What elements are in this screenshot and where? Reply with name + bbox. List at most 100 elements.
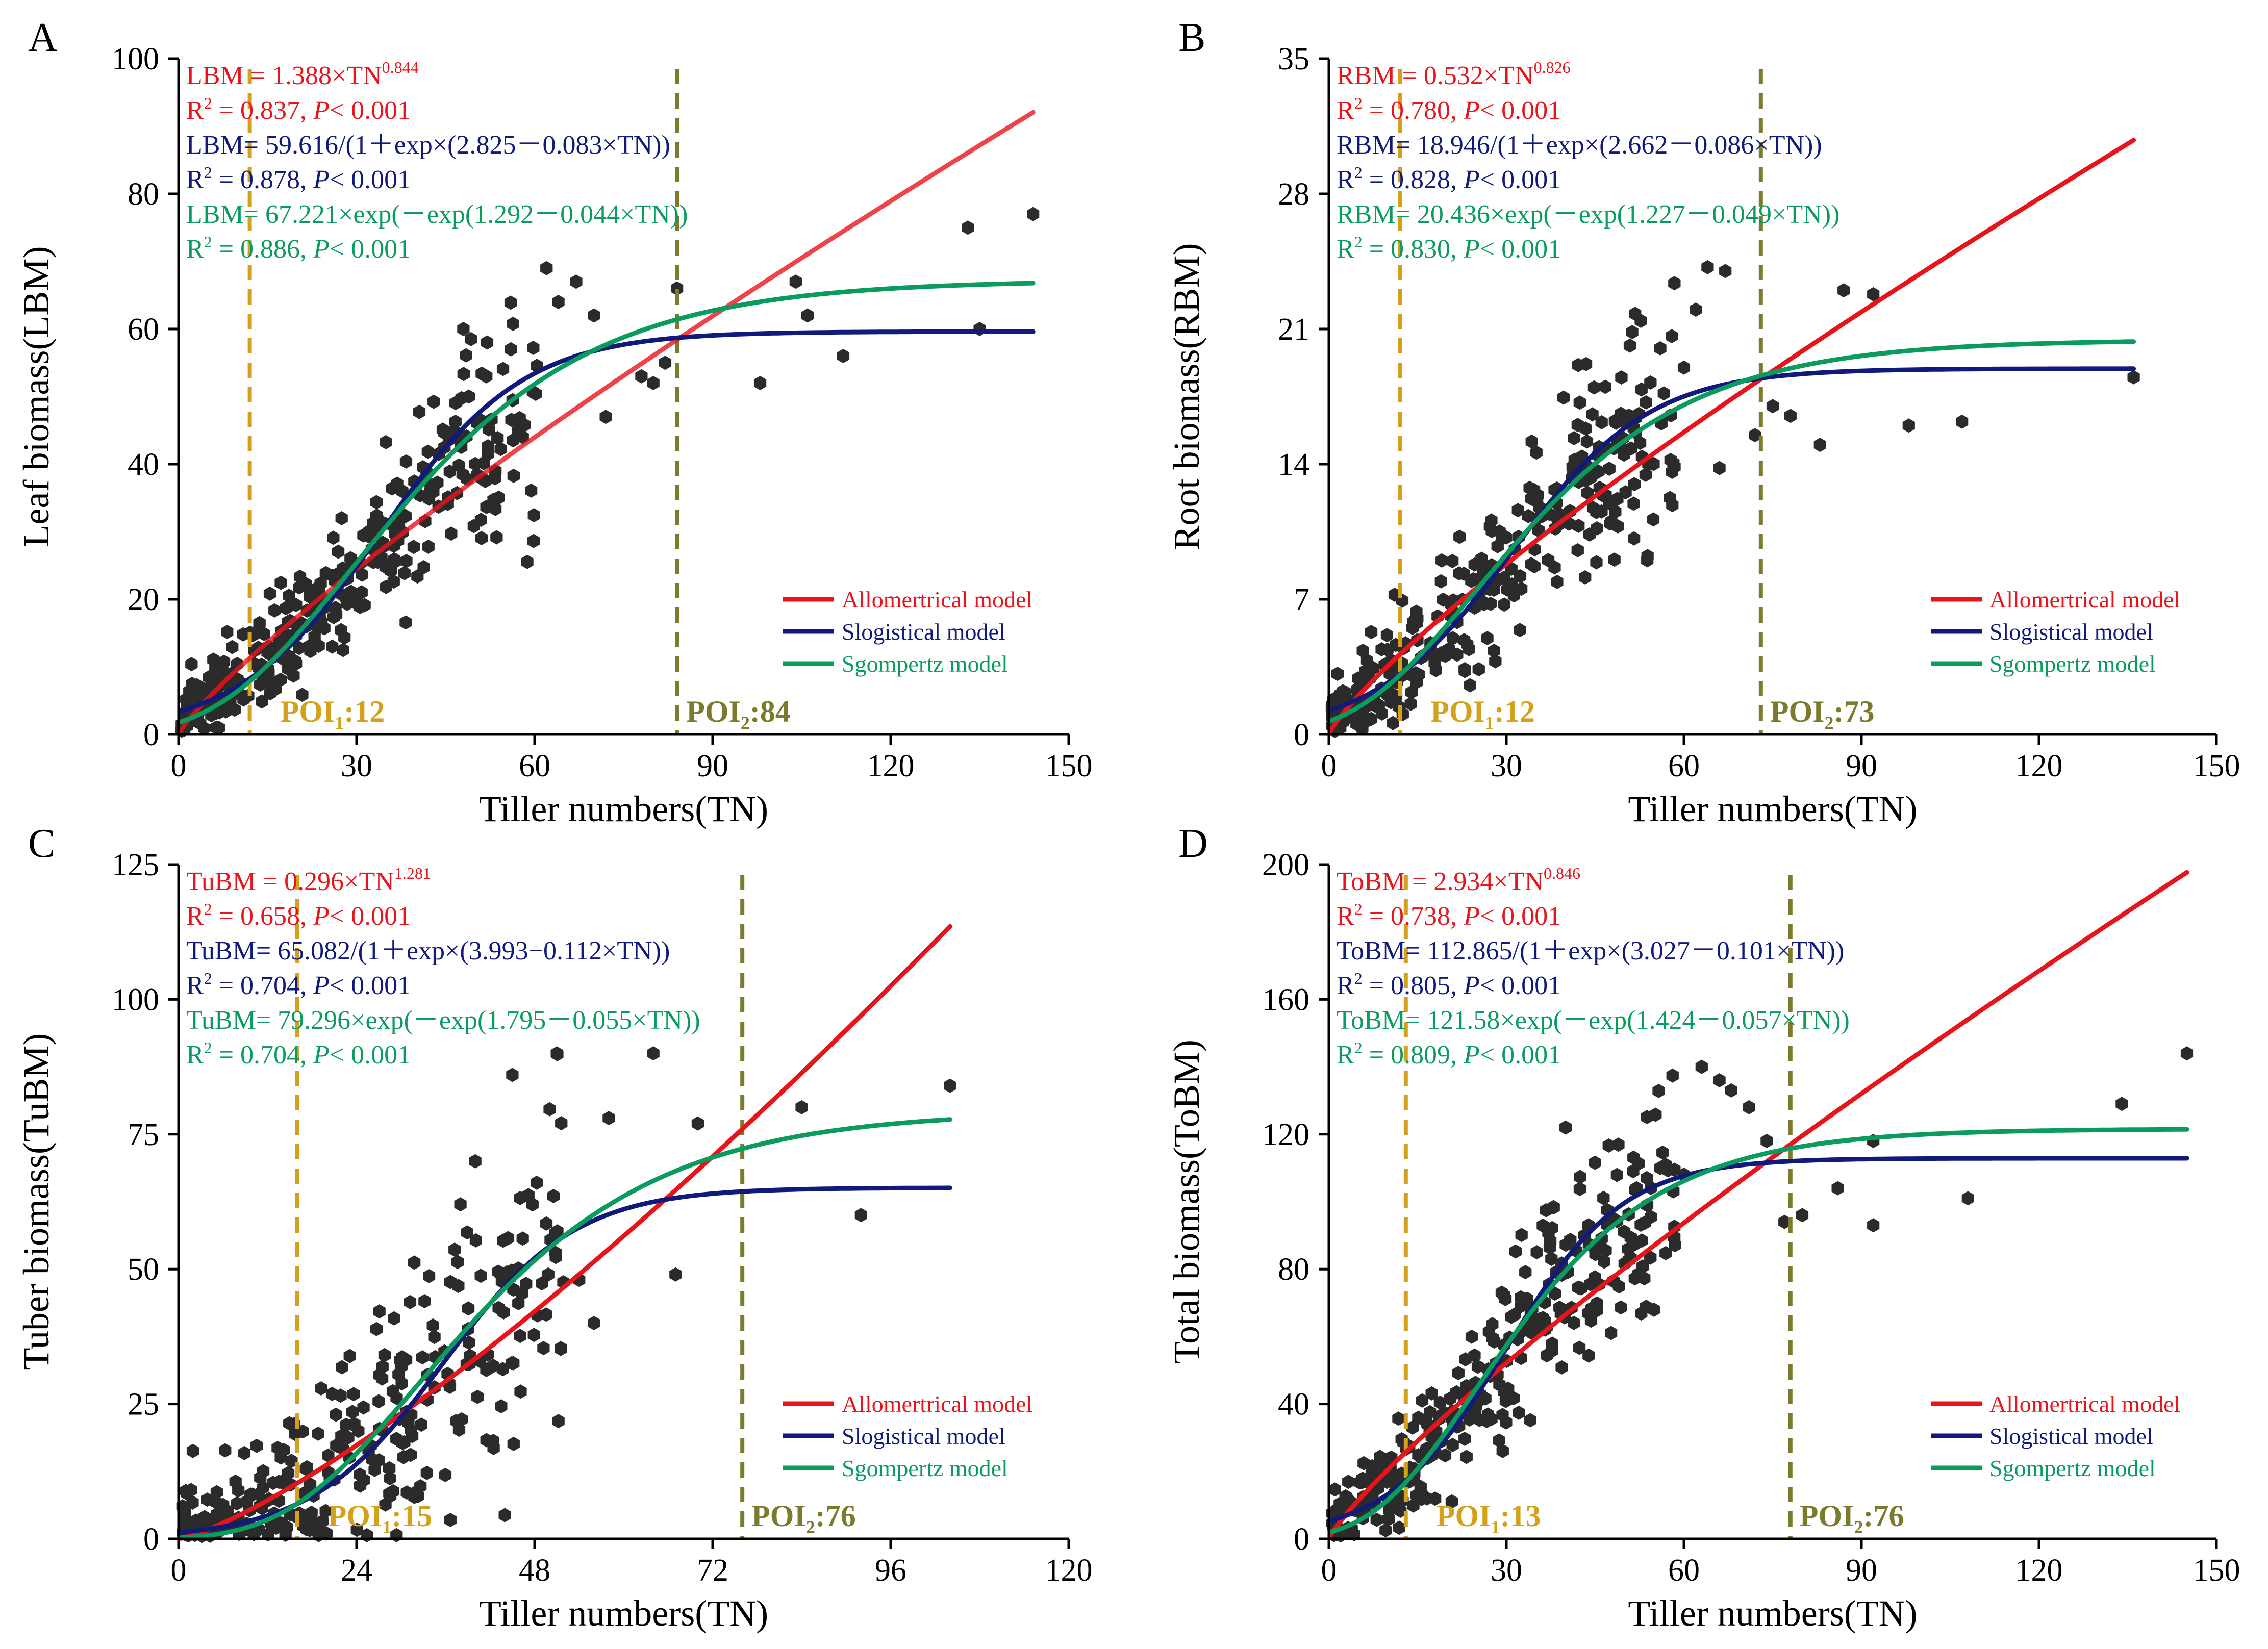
data-point — [599, 410, 612, 424]
poi-subscript: 1 — [1485, 713, 1494, 733]
data-point — [337, 643, 349, 657]
x-tick-label: 0 — [171, 749, 187, 783]
data-point — [1605, 1326, 1618, 1340]
x-tick-label: 96 — [875, 1553, 906, 1588]
equation-line: LBM = 1.388×TN0.844 — [186, 58, 419, 90]
comma: , — [300, 971, 313, 1000]
r2-value: 0.704 — [240, 1041, 300, 1070]
data-point — [391, 476, 404, 491]
data-point — [1460, 1379, 1473, 1393]
panel-c: C 0 24 48 72 96 120 0 25 50 75 100 125 Tiller numbers… — [16, 821, 1093, 1634]
data-point — [402, 1415, 415, 1430]
x-tick-label: 30 — [1491, 1553, 1522, 1588]
data-point — [237, 692, 250, 707]
data-point — [496, 362, 510, 376]
data-point — [507, 468, 520, 483]
data-point — [1461, 637, 1474, 652]
data-point — [198, 721, 211, 735]
data-point — [1638, 1271, 1651, 1286]
data-point — [387, 574, 400, 589]
data-point — [203, 670, 215, 684]
data-point — [1477, 557, 1490, 572]
r2-value: 0.878 — [240, 165, 300, 194]
data-point — [1433, 1395, 1446, 1410]
r2-label: R — [186, 165, 204, 194]
data-point — [1837, 283, 1850, 298]
poi-text: POI — [281, 695, 335, 728]
data-point — [1542, 553, 1555, 568]
x-tick-label: 150 — [2193, 1553, 2240, 1588]
poi-subscript: 2 — [1854, 1517, 1863, 1537]
data-point — [408, 1255, 421, 1270]
data-point — [290, 656, 303, 671]
data-point — [1393, 1520, 1405, 1535]
data-point — [1611, 519, 1624, 534]
x-axis-title: Tiller numbers(TN) — [479, 789, 768, 829]
p-label: P — [1463, 971, 1480, 1000]
scatter-points — [176, 1046, 956, 1543]
data-point — [1498, 597, 1510, 612]
data-point — [463, 1335, 475, 1350]
data-point — [1598, 1254, 1610, 1269]
data-point — [388, 1311, 400, 1326]
poi-value: :76 — [815, 1499, 856, 1533]
y-tick-label: 0 — [1294, 1522, 1309, 1557]
p-value: 0.001 — [351, 96, 411, 125]
data-point — [275, 1516, 288, 1531]
p-value: 0.001 — [1501, 902, 1561, 931]
p-less: < — [330, 235, 351, 264]
data-point — [237, 627, 249, 642]
data-point — [451, 1255, 464, 1270]
data-point — [399, 615, 412, 630]
data-point — [372, 1394, 385, 1409]
data-point — [182, 1517, 195, 1532]
data-point — [1579, 570, 1592, 585]
legend-label: Slogistical model — [1989, 1423, 2153, 1449]
data-point — [305, 1506, 318, 1520]
r2-eq: = — [1363, 1041, 1391, 1070]
equation-exponent: 0.826 — [1534, 58, 1571, 77]
data-point — [358, 1473, 370, 1487]
data-point — [1545, 1252, 1558, 1266]
poi1-label: POI1:12 — [1430, 695, 1535, 733]
comma: , — [1450, 1041, 1464, 1070]
data-point — [297, 1519, 310, 1534]
data-point — [296, 1424, 309, 1439]
legend-label: Slogistical model — [1989, 619, 2153, 645]
data-point — [507, 316, 519, 331]
data-point — [1587, 380, 1601, 395]
comma: , — [1450, 165, 1464, 194]
p-label: P — [1463, 165, 1480, 194]
legend-label: Allomertrical model — [842, 587, 1032, 613]
data-point — [1416, 1393, 1429, 1408]
data-point — [497, 1233, 510, 1248]
data-point — [540, 1216, 553, 1231]
equation-line: R2 = 0.886, P< 0.001 — [186, 233, 411, 264]
data-point — [504, 295, 517, 310]
data-point — [659, 356, 672, 370]
poi2-label: POI2:76 — [751, 1499, 856, 1537]
p-less: < — [1480, 235, 1501, 264]
data-point — [1725, 1083, 1737, 1098]
r2-value: 0.809 — [1391, 1041, 1450, 1070]
x-tick-label: 120 — [2015, 749, 2063, 783]
data-point — [1666, 329, 1678, 344]
data-point — [1388, 588, 1401, 602]
data-point — [521, 554, 534, 569]
data-point — [449, 414, 462, 429]
data-point — [327, 530, 340, 545]
legend-label: Sgompertz model — [1989, 1455, 2156, 1481]
data-point — [1471, 1359, 1484, 1374]
data-point — [1760, 1134, 1773, 1148]
equation-line: R2 = 0.809, P< 0.001 — [1337, 1038, 1561, 1070]
poi-subscript: 1 — [335, 713, 344, 733]
data-point — [256, 674, 269, 689]
data-point — [221, 625, 234, 639]
gompertz-curve — [178, 281, 1036, 724]
data-point — [514, 1329, 526, 1343]
data-point — [392, 1367, 405, 1382]
data-point — [1497, 1288, 1510, 1303]
equation-text: ToBM = 2.934×TN — [1337, 867, 1544, 896]
r2-superscript: 2 — [204, 900, 212, 918]
y-tick-label: 160 — [1262, 982, 1309, 1017]
